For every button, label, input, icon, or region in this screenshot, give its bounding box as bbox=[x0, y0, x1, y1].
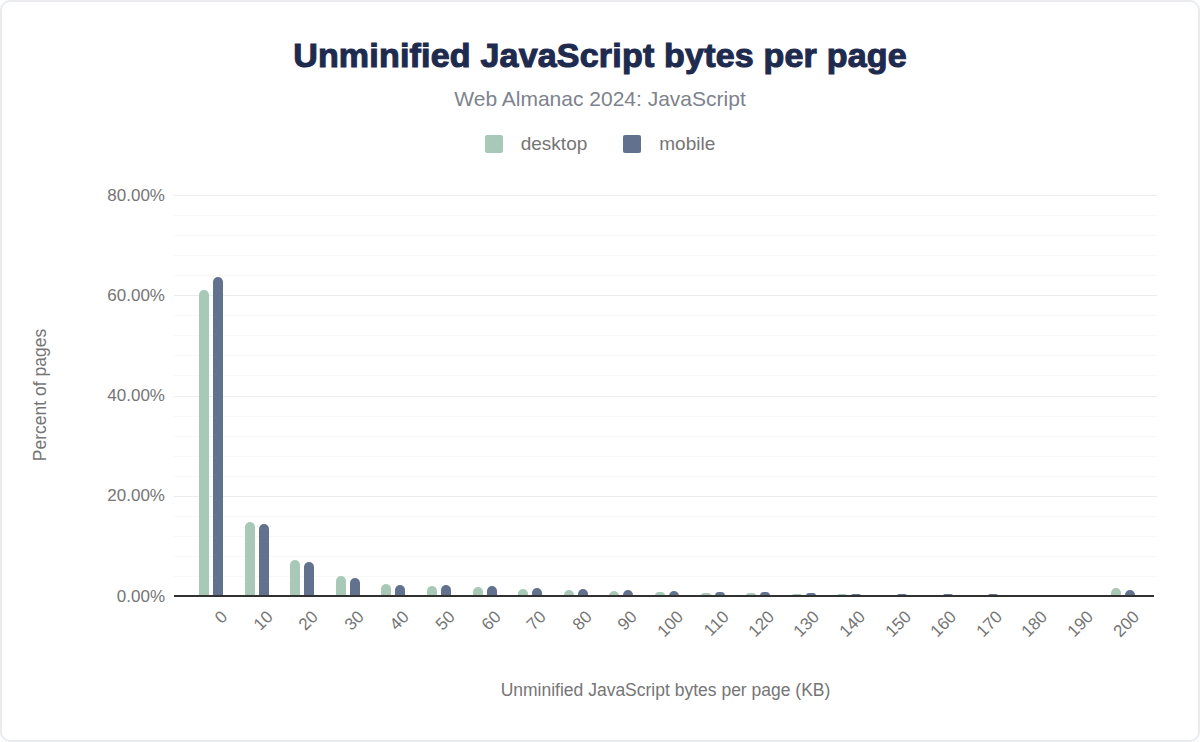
gridline bbox=[174, 295, 1157, 296]
gridline bbox=[174, 496, 1157, 497]
bar-mobile-0kb[interactable] bbox=[213, 277, 223, 596]
gridline bbox=[174, 576, 1157, 577]
x-tick-label-30: 30 bbox=[341, 608, 366, 633]
gridline bbox=[174, 275, 1157, 276]
gridline bbox=[174, 195, 1157, 196]
chart-card: Unminified JavaScript bytes per page Web… bbox=[0, 0, 1200, 742]
x-tick-label-130: 130 bbox=[791, 608, 823, 640]
x-tick-label-200: 200 bbox=[1110, 608, 1142, 640]
chart-subtitle: Web Almanac 2024: JavaScript bbox=[2, 87, 1198, 111]
bar-desktop-20kb[interactable] bbox=[290, 560, 300, 596]
bar-mobile-10kb[interactable] bbox=[259, 524, 269, 596]
gridline bbox=[174, 516, 1157, 517]
x-tick-label-170: 170 bbox=[973, 608, 1005, 640]
y-axis-title: Percent of pages bbox=[30, 329, 51, 461]
x-tick-label-20: 20 bbox=[296, 608, 321, 633]
legend-label-desktop: desktop bbox=[521, 133, 588, 155]
gridline bbox=[174, 456, 1157, 457]
y-axis-ticks: 0.00%20.00%40.00%60.00%80.00% bbox=[2, 195, 165, 596]
gridline bbox=[174, 355, 1157, 356]
x-tick-label-190: 190 bbox=[1064, 608, 1096, 640]
legend-item-desktop[interactable]: desktop bbox=[485, 133, 588, 155]
x-tick-label-180: 180 bbox=[1019, 608, 1051, 640]
bar-desktop-0kb[interactable] bbox=[199, 290, 209, 596]
x-tick-label-40: 40 bbox=[387, 608, 412, 633]
y-tick-label-80: 80.00% bbox=[107, 185, 165, 206]
y-tick-label-40: 40.00% bbox=[107, 385, 165, 406]
x-axis-line bbox=[174, 595, 1154, 597]
x-tick-label-60: 60 bbox=[478, 608, 503, 633]
x-tick-label-10: 10 bbox=[250, 608, 275, 633]
chart-title: Unminified JavaScript bytes per page bbox=[2, 38, 1198, 72]
gridline bbox=[174, 556, 1157, 557]
gridline bbox=[174, 315, 1157, 316]
gridline bbox=[174, 436, 1157, 437]
bar-mobile-30kb[interactable] bbox=[350, 578, 360, 596]
x-tick-label-150: 150 bbox=[882, 608, 914, 640]
x-tick-label-50: 50 bbox=[433, 608, 458, 633]
plot-area: 0102030405060708090100110120130140150160… bbox=[174, 195, 1157, 596]
gridline bbox=[174, 375, 1157, 376]
x-tick-label-160: 160 bbox=[928, 608, 960, 640]
x-tick-label-70: 70 bbox=[524, 608, 549, 633]
gridline bbox=[174, 235, 1157, 236]
x-tick-label-140: 140 bbox=[836, 608, 868, 640]
legend-label-mobile: mobile bbox=[659, 133, 715, 155]
gridline bbox=[174, 476, 1157, 477]
gridline bbox=[174, 215, 1157, 216]
x-tick-label-90: 90 bbox=[615, 608, 640, 633]
x-tick-label-100: 100 bbox=[654, 608, 686, 640]
gridline bbox=[174, 335, 1157, 336]
bar-mobile-20kb[interactable] bbox=[304, 562, 314, 596]
legend: desktop mobile bbox=[2, 133, 1198, 155]
y-tick-label-20: 20.00% bbox=[107, 485, 165, 506]
x-axis-title: Unminified JavaScript bytes per page (KB… bbox=[174, 680, 1157, 701]
x-tick-label-0: 0 bbox=[211, 608, 230, 627]
legend-swatch-desktop bbox=[485, 135, 503, 153]
x-tick-label-120: 120 bbox=[745, 608, 777, 640]
y-tick-label-0: 0.00% bbox=[117, 586, 165, 607]
gridline bbox=[174, 396, 1157, 397]
gridline bbox=[174, 255, 1157, 256]
bar-desktop-30kb[interactable] bbox=[336, 576, 346, 596]
x-tick-label-110: 110 bbox=[700, 608, 731, 639]
bar-desktop-10kb[interactable] bbox=[245, 522, 255, 596]
x-tick-label-80: 80 bbox=[569, 608, 594, 633]
gridline bbox=[174, 416, 1157, 417]
legend-swatch-mobile bbox=[623, 135, 641, 153]
gridline bbox=[174, 536, 1157, 537]
y-tick-label-60: 60.00% bbox=[107, 285, 165, 306]
legend-item-mobile[interactable]: mobile bbox=[623, 133, 715, 155]
